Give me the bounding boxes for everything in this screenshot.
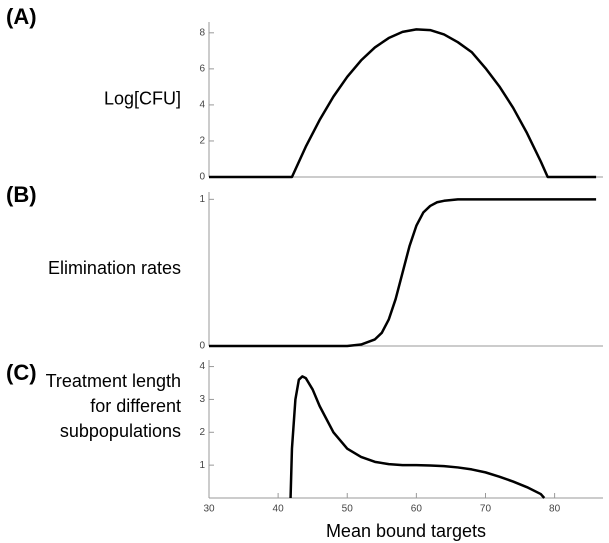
panel-label: (B)	[6, 182, 37, 207]
y-tick-label: 8	[199, 27, 205, 38]
x-tick-label: 80	[549, 504, 561, 515]
y-tick-label: 2	[199, 427, 205, 438]
y-tick-label: 0	[199, 341, 205, 352]
x-tick-label: 30	[203, 504, 215, 515]
data-line	[209, 28, 597, 179]
x-axis-label: Mean bound targets	[326, 521, 486, 541]
x-tick-label: 70	[480, 504, 492, 515]
y-tick-label: 1	[199, 460, 205, 471]
x-tick-label: 40	[273, 504, 285, 515]
data-line	[209, 198, 597, 348]
y-tick-label: 1	[199, 194, 205, 205]
x-tick-label: 50	[342, 504, 354, 515]
y-tick-label: 4	[199, 361, 205, 372]
y-axis-label: Treatment length	[46, 371, 181, 391]
data-line	[289, 375, 546, 499]
y-axis-label: for different	[90, 396, 181, 416]
y-axis-label: Elimination rates	[48, 258, 181, 278]
y-tick-label: 4	[199, 100, 205, 111]
y-tick-label: 6	[199, 64, 205, 75]
y-tick-label: 3	[199, 394, 205, 405]
x-tick-label: 60	[411, 504, 423, 515]
y-tick-label: 0	[199, 172, 205, 183]
panel-label: (A)	[6, 4, 37, 29]
y-tick-label: 2	[199, 136, 205, 147]
y-axis-label: Log[CFU]	[104, 88, 181, 108]
y-axis-label: subpopulations	[60, 421, 181, 441]
panel-label: (C)	[6, 360, 37, 385]
